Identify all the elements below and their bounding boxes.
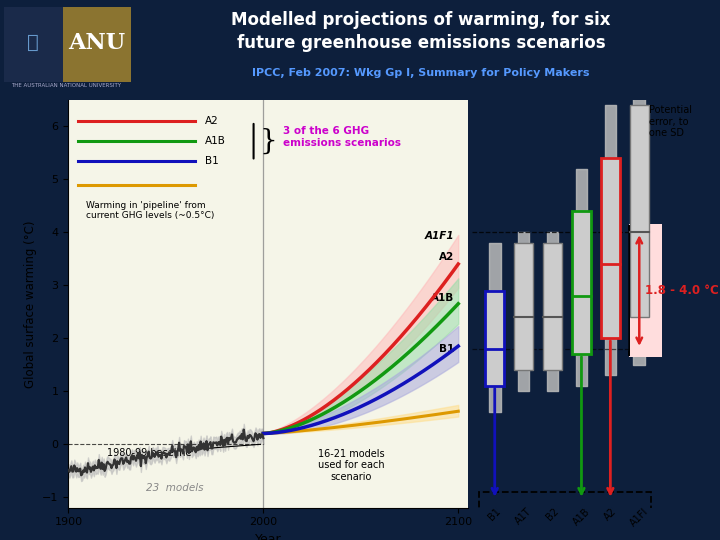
Text: future greenhouse emissions scenarios: future greenhouse emissions scenarios bbox=[237, 34, 606, 52]
Bar bbox=[630, 105, 649, 317]
Text: ANU: ANU bbox=[68, 32, 125, 54]
Bar bbox=[485, 291, 504, 386]
Text: Potential
error, to
one SD: Potential error, to one SD bbox=[649, 105, 693, 138]
Text: B1: B1 bbox=[487, 507, 503, 523]
Y-axis label: Global surface warming (°C): Global surface warming (°C) bbox=[24, 220, 37, 388]
Text: THE AUSTRALIAN NATIONAL UNIVERSITY: THE AUSTRALIAN NATIONAL UNIVERSITY bbox=[12, 83, 121, 88]
Text: 3 of the 6 GHG
emissions scenarios: 3 of the 6 GHG emissions scenarios bbox=[283, 126, 401, 148]
FancyBboxPatch shape bbox=[4, 7, 63, 82]
Text: A1B: A1B bbox=[571, 507, 592, 528]
Text: Modelled projections of warming, for six: Modelled projections of warming, for six bbox=[231, 11, 611, 29]
Text: A1FI: A1FI bbox=[629, 507, 650, 529]
Text: A1B: A1B bbox=[431, 293, 454, 303]
X-axis label: Year: Year bbox=[255, 533, 282, 540]
FancyBboxPatch shape bbox=[629, 224, 693, 357]
Text: A2: A2 bbox=[439, 252, 454, 262]
Bar bbox=[514, 243, 533, 370]
Text: A2: A2 bbox=[602, 507, 618, 523]
Text: A1T: A1T bbox=[513, 507, 534, 527]
Bar bbox=[601, 158, 620, 338]
Text: B1: B1 bbox=[205, 156, 219, 166]
Text: B1: B1 bbox=[439, 345, 454, 354]
Text: IPCC, Feb 2007: Wkg Gp I, Summary for Policy Makers: IPCC, Feb 2007: Wkg Gp I, Summary for Po… bbox=[253, 68, 590, 78]
Text: 16-21 models
used for each
scenario: 16-21 models used for each scenario bbox=[318, 449, 384, 482]
Text: 23  models: 23 models bbox=[146, 483, 204, 492]
Text: A2: A2 bbox=[205, 116, 219, 126]
Text: A1B: A1B bbox=[205, 136, 226, 146]
FancyBboxPatch shape bbox=[63, 7, 131, 82]
Text: Warming in 'pipeline' from
current GHG levels (~0.5°C): Warming in 'pipeline' from current GHG l… bbox=[86, 200, 215, 220]
Bar bbox=[572, 211, 590, 354]
Text: 1.8 - 4.0 °C: 1.8 - 4.0 °C bbox=[645, 284, 719, 297]
Bar bbox=[544, 243, 562, 370]
Text: }: } bbox=[259, 127, 277, 154]
Text: A1F1: A1F1 bbox=[425, 231, 454, 241]
Text: 1980-99 baseline: 1980-99 baseline bbox=[107, 444, 261, 458]
Text: ⛨: ⛨ bbox=[27, 33, 39, 52]
Text: B2: B2 bbox=[544, 507, 561, 523]
